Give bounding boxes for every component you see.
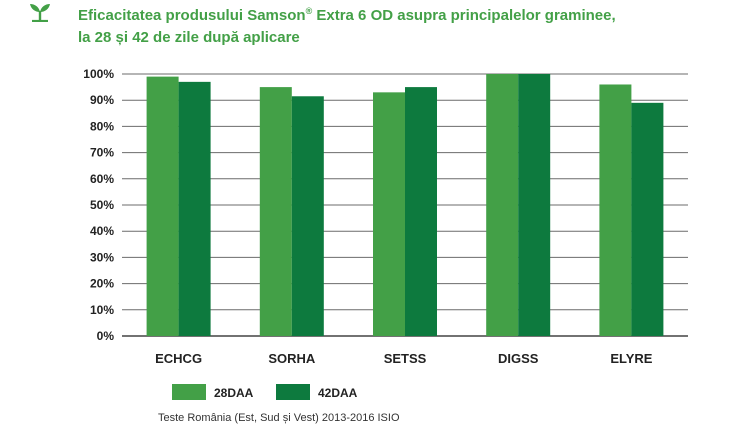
legend-label-28DAA: 28DAA <box>214 386 254 400</box>
y-tick-label: 80% <box>90 119 114 133</box>
y-tick-label: 50% <box>90 198 114 212</box>
y-tick-label: 60% <box>90 172 114 186</box>
bar-42DAA-ECHCG <box>178 81 211 336</box>
title-text-b: Extra 6 OD asupra principalelor graminee… <box>312 7 616 24</box>
legend-label-42DAA: 42DAA <box>318 386 358 400</box>
x-category-label: ECHCG <box>155 351 202 366</box>
y-axis-tick-labels: 0% 10% 20% 30% 40% 50% 60% 70% 80% 90% 100% <box>83 67 114 343</box>
chart-title: Eficacitatea produsului Samson® Extra 6 … <box>78 0 616 49</box>
header: Eficacitatea produsului Samson® Extra 6 … <box>0 0 750 48</box>
bars <box>146 74 664 337</box>
x-category-label: ELYRE <box>610 351 652 366</box>
bar-42DAA-ELYRE <box>631 102 664 336</box>
y-tick-label: 100% <box>83 67 114 81</box>
bar-42DAA-SORHA <box>291 96 324 337</box>
y-tick-label: 0% <box>97 329 115 343</box>
y-tick-label: 10% <box>90 303 114 317</box>
bar-chart: 0% 10% 20% 30% 40% 50% 60% 70% 80% 90% 100% ECHCG S… <box>83 67 688 400</box>
bar-28DAA-ECHCG <box>146 76 179 337</box>
bar-28DAA-DIGSS <box>486 74 519 336</box>
bar-42DAA-DIGSS <box>518 74 551 336</box>
y-tick-label: 30% <box>90 250 114 264</box>
x-category-label: DIGSS <box>498 351 539 366</box>
legend-swatch-28DAA <box>172 384 206 400</box>
bar-42DAA-SETSS <box>405 87 437 336</box>
title-text-a: Eficacitatea produsului Samson <box>78 7 306 24</box>
y-tick-label: 70% <box>90 146 114 160</box>
footnote: Teste România (Est, Sud și Vest) 2013-20… <box>158 412 400 424</box>
legend: 28DAA 42DAA <box>172 384 358 400</box>
registered-mark: ® <box>305 6 313 16</box>
legend-swatch-42DAA <box>276 384 310 400</box>
y-tick-label: 20% <box>90 277 114 291</box>
bar-28DAA-SORHA <box>259 87 292 336</box>
y-tick-label: 90% <box>90 93 114 107</box>
sprout-icon <box>30 4 50 22</box>
y-tick-label: 40% <box>90 224 114 238</box>
bar-28DAA-ELYRE <box>599 84 632 336</box>
x-axis-category-labels: ECHCG SORHA SETSS DIGSS ELYRE <box>155 351 653 366</box>
x-category-label: SETSS <box>384 351 427 366</box>
x-category-label: SORHA <box>268 351 316 366</box>
title-text-line2: la 28 și 42 de zile după aplicare <box>78 29 300 46</box>
bar-28DAA-SETSS <box>373 92 405 336</box>
